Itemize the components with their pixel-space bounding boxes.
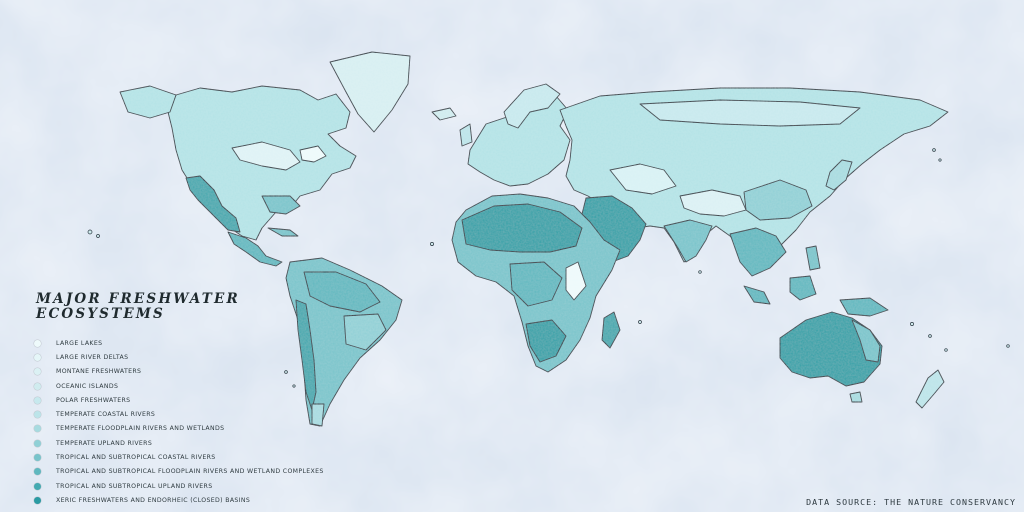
island <box>638 320 642 324</box>
na-canada-light <box>231 141 301 171</box>
island <box>430 242 434 246</box>
asia-tibet <box>679 189 747 217</box>
new-zealand <box>915 369 945 409</box>
legend-label: Polar Freshwaters <box>56 396 131 404</box>
africa-south-xeric <box>525 319 567 363</box>
legend-item: Large River Deltas <box>34 350 334 364</box>
sa-patagonia <box>311 403 325 427</box>
legend-label: Large River Deltas <box>56 353 129 361</box>
legend-label: Oceanic Islands <box>56 382 119 390</box>
legend-list: Large Lakes Large River Deltas Montane Fre… <box>34 336 334 508</box>
legend-swatch <box>34 468 41 476</box>
legend-item: Montane Freshwaters <box>34 365 334 379</box>
legend-label: Large Lakes <box>56 339 103 347</box>
china-east <box>743 179 813 221</box>
southeast-asia <box>729 227 787 277</box>
island <box>928 334 932 338</box>
legend-swatch <box>34 496 41 504</box>
africa-rift-lakes <box>565 261 587 301</box>
island <box>96 234 100 238</box>
legend-item: Tropical and Subtropical Coastal Rivers <box>34 450 334 464</box>
new-guinea <box>839 297 889 317</box>
greenland <box>329 51 411 133</box>
legend-item: Oceanic Islands <box>34 379 334 393</box>
uk <box>459 123 473 147</box>
legend-label: Temperate Upland Rivers <box>56 439 153 447</box>
asia-siberia <box>639 99 861 127</box>
legend-item: Temperate Floodplain Rivers and Wetlands <box>34 422 334 436</box>
scandinavia <box>503 83 561 129</box>
asia-central-xeric <box>609 163 677 195</box>
cuba <box>267 227 299 237</box>
philippines <box>805 245 821 271</box>
alaska <box>119 85 177 119</box>
islands <box>87 148 1010 388</box>
legend-label: Tropical and Subtropical Upland Rivers <box>56 482 213 490</box>
legend-item: Polar Freshwaters <box>34 393 334 407</box>
legend-label: Montane Freshwaters <box>56 368 142 376</box>
legend-label: Temperate Coastal Rivers <box>56 411 156 419</box>
sa-andes <box>295 299 317 411</box>
legend-label: Tropical and Subtropical Coastal Rivers <box>56 454 216 462</box>
island <box>698 270 702 274</box>
island <box>284 370 288 374</box>
madagascar <box>601 311 621 349</box>
iceland <box>431 107 457 121</box>
island <box>938 158 942 162</box>
australia-coast <box>851 319 881 363</box>
legend-label: Xeric Freshwaters and Endorheic (Closed)… <box>56 496 251 504</box>
legend-label: Tropical and Subtropical Floodplain Rive… <box>56 468 324 476</box>
sa-amazon <box>303 271 381 313</box>
india <box>663 219 713 263</box>
borneo <box>789 275 817 301</box>
legend-swatch <box>34 482 41 490</box>
legend-title-line-1: Major Freshwater <box>36 291 240 307</box>
legend-title: Major Freshwater Ecosystems <box>36 292 334 322</box>
legend-title-line-2: Ecosystems <box>36 306 165 322</box>
landmasses <box>119 51 949 427</box>
na-southeast <box>261 195 301 215</box>
legend-swatch <box>34 439 41 447</box>
legend-swatch <box>34 368 41 376</box>
japan <box>825 159 853 191</box>
central-america <box>227 231 283 267</box>
legend-item: Large Lakes <box>34 336 334 350</box>
legend-item: Xeric Freshwaters and Endorheic (Closed)… <box>34 493 334 507</box>
na-west-xeric <box>185 175 241 233</box>
island <box>932 148 936 152</box>
tasmania <box>849 391 863 403</box>
sahara-xeric <box>461 203 583 253</box>
data-source-credit: Data Source: The Nature Conservancy <box>806 497 1016 507</box>
island <box>1006 344 1010 348</box>
legend-swatch <box>34 353 41 361</box>
island <box>910 322 914 326</box>
legend-swatch <box>34 382 41 390</box>
sumatra <box>743 285 771 305</box>
legend-item: Tropical and Subtropical Upland Rivers <box>34 479 334 493</box>
na-great-lakes <box>299 145 327 163</box>
legend-item: Tropical and Subtropical Floodplain Rive… <box>34 465 334 479</box>
sa-brazil-shield <box>343 313 387 351</box>
legend-swatch <box>34 454 41 462</box>
island <box>944 348 948 352</box>
island <box>292 384 296 388</box>
legend-item: Temperate Upland Rivers <box>34 436 334 450</box>
africa-congo <box>509 261 563 307</box>
legend: Major Freshwater Ecosystems Large Lakes L… <box>34 292 334 508</box>
legend-label: Temperate Floodplain Rivers and Wetlands <box>56 425 225 433</box>
legend-swatch <box>34 396 41 404</box>
island <box>87 229 93 235</box>
legend-swatch <box>34 339 41 347</box>
legend-swatch <box>34 411 41 419</box>
legend-item: Temperate Coastal Rivers <box>34 407 334 421</box>
legend-swatch <box>34 425 41 433</box>
